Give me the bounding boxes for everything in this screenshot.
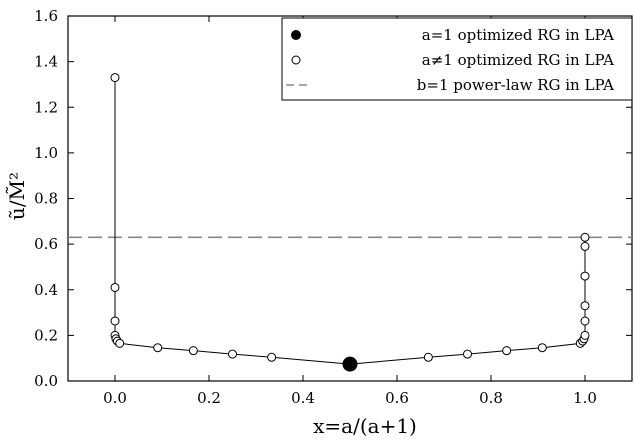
y-tick-label: 1.2 bbox=[34, 98, 58, 116]
x-tick-label: 0.6 bbox=[385, 389, 409, 407]
open-circle-point bbox=[580, 271, 590, 281]
open-circle-point bbox=[423, 352, 433, 362]
x-axis-title: x=a/(a+1) bbox=[313, 414, 417, 438]
filled-circle-point bbox=[342, 356, 358, 372]
y-tick-label: 0.4 bbox=[34, 281, 58, 299]
y-tick-label: 0.8 bbox=[34, 190, 58, 208]
open-circle-point bbox=[110, 316, 120, 326]
open-circle-point bbox=[267, 352, 277, 362]
open-circle-point bbox=[110, 282, 120, 292]
open-circle-point bbox=[580, 330, 590, 340]
open-circle-point bbox=[580, 241, 590, 251]
x-tick-label: 0.2 bbox=[197, 389, 221, 407]
y-tick-label: 0.2 bbox=[34, 326, 58, 344]
legend-box bbox=[281, 17, 633, 101]
y-axis-title: ũ/M̃² bbox=[5, 172, 29, 220]
y-tick-label: 0.6 bbox=[34, 235, 58, 253]
open-circle-point bbox=[463, 349, 472, 359]
x-tick-label: 0.0 bbox=[103, 389, 127, 407]
y-tick-label: 1.6 bbox=[34, 7, 58, 25]
legend-label: a≠1 optimized RG in LPA bbox=[422, 51, 614, 69]
legend-label: a=1 optimized RG in LPA bbox=[422, 26, 614, 44]
open-circle-point bbox=[115, 338, 125, 348]
y-tick-label: 1.4 bbox=[34, 53, 58, 71]
legend-filled-marker bbox=[291, 30, 301, 40]
plot-area: 0.0 0.2 0.4 0.6 0.8 1.0 0.0 0.2 0.4 0.6 0.8 1.0 1.2 1… bbox=[34, 7, 633, 407]
open-circle-point bbox=[580, 301, 590, 311]
y-tick-label: 1.0 bbox=[34, 144, 58, 162]
open-circle-point bbox=[580, 316, 590, 326]
x-tick-label: 0.8 bbox=[479, 389, 503, 407]
open-circle-point bbox=[537, 343, 547, 353]
optimized-rg-curve bbox=[114, 77, 586, 365]
open-circle-point bbox=[110, 73, 120, 83]
x-tick-label: 1.0 bbox=[573, 389, 597, 407]
open-circle-point bbox=[228, 349, 237, 359]
open-circle-point bbox=[188, 346, 198, 356]
open-circle-point bbox=[502, 346, 512, 356]
legend-label: b=1 power-law RG in LPA bbox=[417, 76, 614, 94]
y-tick-label: 0.0 bbox=[34, 372, 58, 390]
legend-open-marker bbox=[291, 55, 301, 65]
x-tick-label: 0.4 bbox=[291, 389, 315, 407]
open-circle-point bbox=[153, 343, 163, 353]
open-circle-point bbox=[580, 232, 590, 242]
